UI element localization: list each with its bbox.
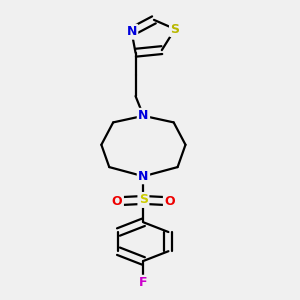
Text: F: F [139,276,148,289]
Text: S: S [139,194,148,206]
Text: N: N [138,109,148,122]
Text: N: N [126,25,137,38]
Text: O: O [112,195,122,208]
Text: S: S [170,22,179,36]
Text: N: N [138,170,148,183]
Text: O: O [164,195,175,208]
